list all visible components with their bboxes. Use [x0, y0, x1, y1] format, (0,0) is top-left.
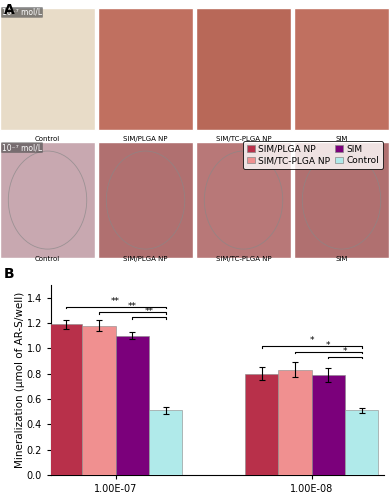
Text: **: ** [111, 296, 120, 306]
Ellipse shape [302, 151, 381, 249]
Text: A: A [4, 2, 15, 16]
Bar [116, 336, 149, 475]
Text: 10⁻⁷ mol/L: 10⁻⁷ mol/L [2, 8, 42, 17]
Bar [0, 142, 95, 258]
Ellipse shape [106, 151, 185, 249]
Bar [312, 375, 345, 475]
Bar [196, 142, 291, 258]
Text: SIM/TC-PLGA NP: SIM/TC-PLGA NP [216, 136, 271, 142]
Text: 10⁻⁷ mol/L: 10⁻⁷ mol/L [2, 143, 42, 152]
Bar [278, 370, 312, 475]
Text: **: ** [128, 302, 137, 311]
Bar [294, 142, 389, 258]
Text: Control: Control [35, 256, 60, 262]
Bar [82, 326, 116, 475]
Text: *: * [309, 336, 314, 345]
Text: SIM/PLGA NP: SIM/PLGA NP [123, 256, 168, 262]
Bar [149, 410, 182, 475]
Text: SIM/PLGA NP: SIM/PLGA NP [123, 136, 168, 142]
Text: *: * [343, 346, 347, 356]
Bar [49, 324, 82, 475]
Bar [98, 142, 193, 258]
Bar [98, 8, 193, 130]
Bar [196, 8, 291, 130]
Text: SIM/TC-PLGA NP: SIM/TC-PLGA NP [216, 256, 271, 262]
Text: **: ** [145, 308, 153, 316]
Y-axis label: Mineralization (μmol of AR-S/well): Mineralization (μmol of AR-S/well) [15, 292, 25, 468]
Bar [294, 8, 389, 130]
Bar [245, 374, 278, 475]
Text: Control: Control [35, 136, 60, 142]
Ellipse shape [204, 151, 283, 249]
Text: *: * [326, 342, 330, 350]
Text: SIM: SIM [335, 256, 348, 262]
Bar [345, 410, 378, 475]
Bar [0, 8, 95, 130]
Text: SIM: SIM [335, 136, 348, 142]
Text: B: B [4, 268, 15, 281]
Ellipse shape [8, 151, 87, 249]
Legend: SIM/PLGA NP, SIM/TC-PLGA NP, SIM, Control: SIM/PLGA NP, SIM/TC-PLGA NP, SIM, Contro… [243, 142, 383, 169]
